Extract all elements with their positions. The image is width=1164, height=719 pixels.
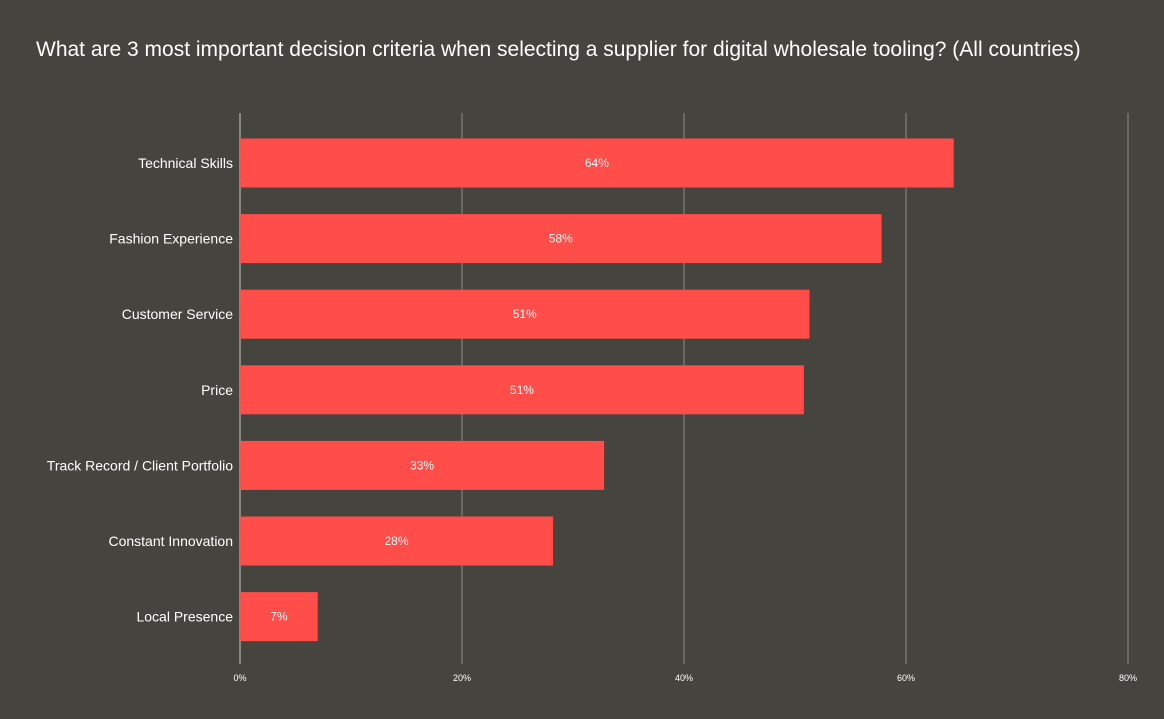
category-label: Fashion Experience [109,231,233,247]
category-label: Local Presence [136,609,233,625]
category-label: Constant Innovation [108,533,233,549]
bar [240,289,810,339]
bars [240,138,954,642]
bar [240,440,605,490]
bar [240,592,318,642]
data-label: 28% [384,534,408,548]
data-label: 51% [510,383,534,397]
bar [240,138,954,188]
chart-title: What are 3 most important decision crite… [36,38,1081,61]
data-labels: 64% 58% 51% 51% 33% 28% 7% [270,156,609,624]
bar [240,516,554,566]
bar [240,365,804,415]
category-label: Customer Service [122,306,233,322]
category-label: Technical Skills [138,155,233,171]
x-tick-label: 80% [1119,673,1137,683]
x-tick-label: 60% [897,673,915,683]
data-label: 51% [513,307,537,321]
x-axis-tick-labels: 0% 20% 40% 60% 80% [233,673,1137,683]
x-tick-label: 20% [453,673,471,683]
x-tick-label: 40% [675,673,693,683]
data-label: 58% [549,232,573,246]
category-label: Price [201,382,233,398]
x-tick-label: 0% [233,673,246,683]
data-label: 64% [585,156,609,170]
category-label: Track Record / Client Portfolio [47,457,233,473]
data-label: 7% [270,610,288,624]
bar [240,214,882,264]
data-label: 33% [410,458,434,472]
category-labels: Technical Skills Fashion Experience Custom… [47,155,233,625]
